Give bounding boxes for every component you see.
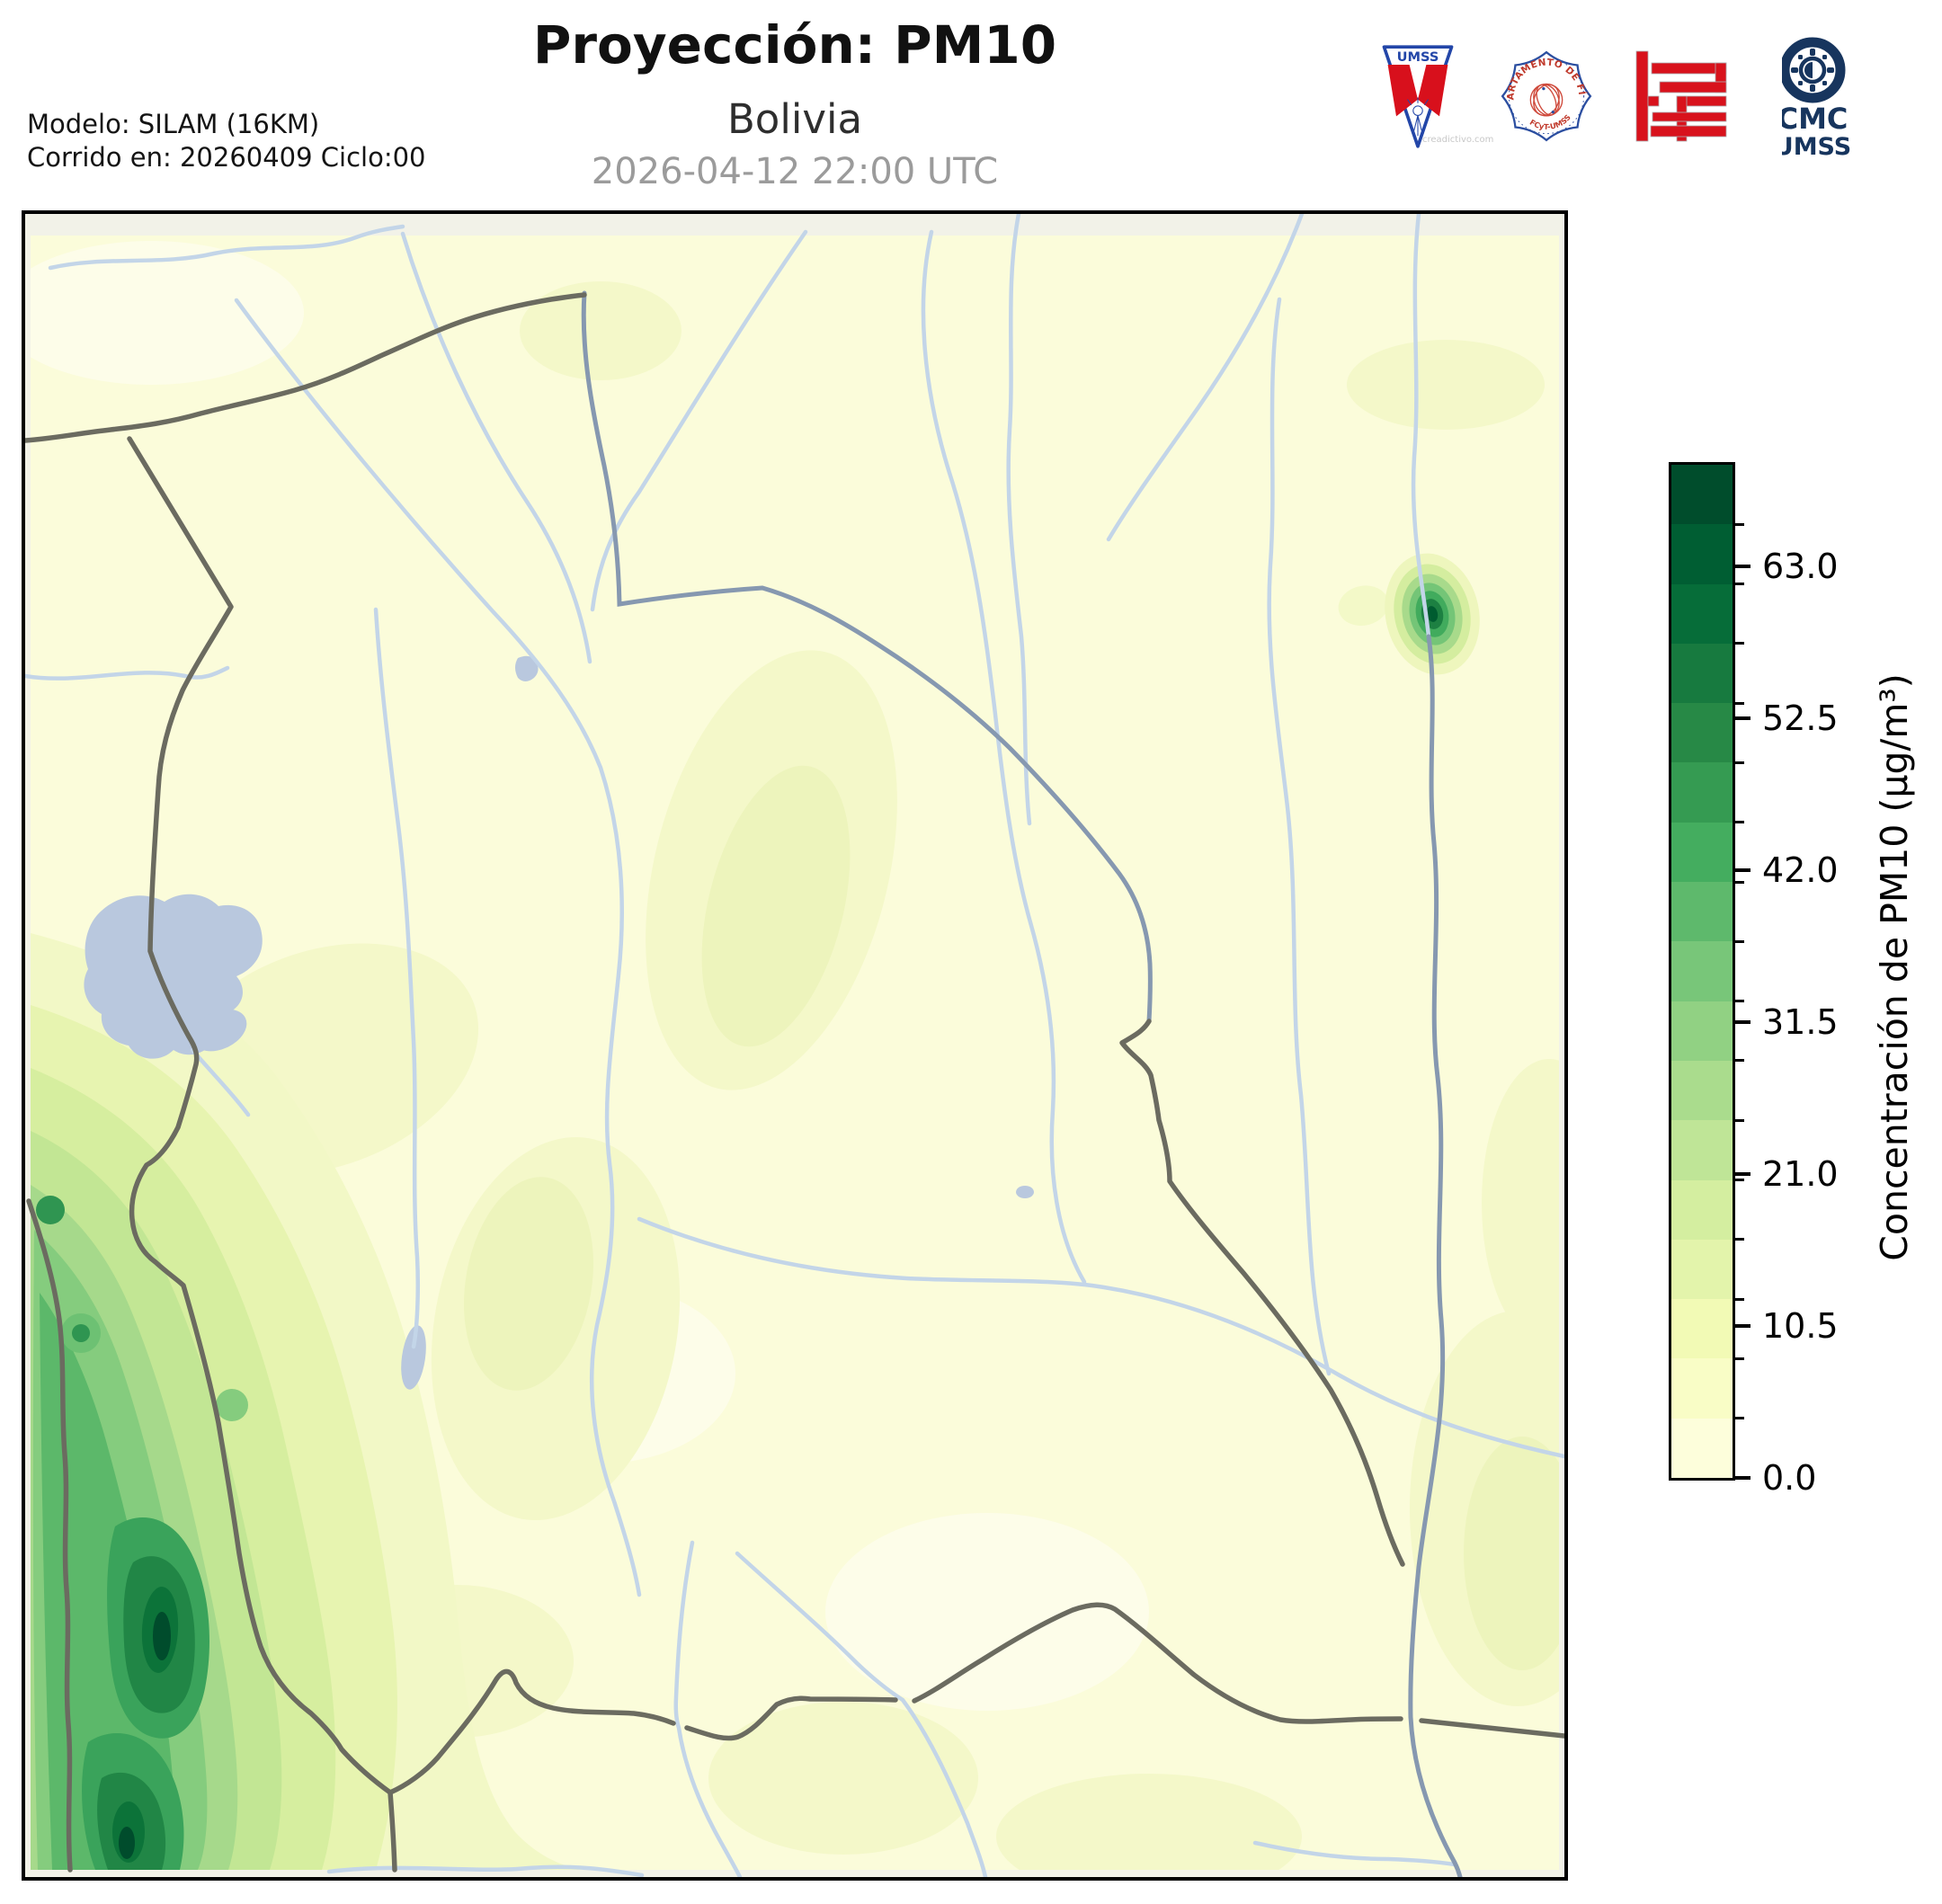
seal-dot-icon xyxy=(1551,111,1554,114)
colorbar-major-tick xyxy=(1735,1171,1750,1176)
colorbar-tick-label: 0.0 xyxy=(1762,1458,1817,1498)
colorbar-minor-tick xyxy=(1735,1238,1744,1241)
colorbar-minor-tick xyxy=(1735,1000,1744,1003)
fcyt-red-logo xyxy=(1635,50,1727,142)
model-info: Modelo: SILAM (16KM) Corrido en: 2026040… xyxy=(27,108,426,174)
colorbar-tick-label: 52.5 xyxy=(1762,698,1839,738)
colorbar-major-tick xyxy=(1735,716,1750,720)
colorbar-minor-tick xyxy=(1735,761,1744,764)
cmc-text: CMC xyxy=(1782,102,1848,136)
legend-colorbar xyxy=(1669,462,1735,1481)
colorbar-tick-label: 63.0 xyxy=(1762,546,1839,586)
colorbar-segment xyxy=(1671,822,1733,883)
colorbar-tick-label: 10.5 xyxy=(1762,1305,1839,1346)
colorbar-ticks: 63.0 52.5 42.0 31.5 21.0 10.5 0.0 xyxy=(1735,465,1942,1498)
pennant-text: UMSS xyxy=(1397,49,1439,65)
colorbar-minor-tick xyxy=(1735,939,1744,943)
colorbar-minor-tick xyxy=(1735,583,1744,586)
fcyt-red-bars-icon xyxy=(1635,50,1727,142)
colorbar-major-tick xyxy=(1735,1476,1750,1480)
cmc-umss-logo: CMC UMSS xyxy=(1782,37,1851,161)
colorbar-segment xyxy=(1671,1239,1733,1300)
lakes xyxy=(84,655,1034,1390)
colorbar-segment xyxy=(1671,941,1733,1001)
colorbar-major-tick xyxy=(1735,1323,1750,1328)
colorbar-major-tick xyxy=(1735,564,1750,568)
seal-sphere-icon xyxy=(1529,83,1563,117)
colorbar-axis-label: Concentración de PM10 (µg/m³) xyxy=(1873,673,1916,1261)
colorbar-segment xyxy=(1671,583,1733,644)
colorbar-segment xyxy=(1671,643,1733,704)
main-rivers xyxy=(581,290,1463,1877)
colorbar-tick-label: 21.0 xyxy=(1762,1153,1839,1194)
colorbar-minor-tick xyxy=(1735,522,1744,526)
rivers xyxy=(25,214,1564,1877)
colorbar-segments xyxy=(1671,465,1733,1479)
pm10-concentration-field xyxy=(31,236,1559,1870)
colorbar-minor-tick xyxy=(1735,1357,1744,1360)
pennant-emblem-icon xyxy=(1407,97,1429,137)
colorbar-major-tick xyxy=(1735,867,1750,872)
colorbar-major-tick xyxy=(1735,1019,1750,1024)
cmc-sun-icon xyxy=(1791,49,1834,92)
colorbar-segment xyxy=(1671,1299,1733,1359)
colorbar-minor-tick xyxy=(1735,1059,1744,1063)
colorbar-tick-label: 42.0 xyxy=(1762,850,1839,890)
page-subtitle: Bolivia xyxy=(726,95,863,143)
colorbar-segment xyxy=(1671,882,1733,942)
colorbar-segment xyxy=(1671,1120,1733,1180)
colorbar-minor-tick xyxy=(1735,1417,1744,1420)
colorbar-segment xyxy=(1671,524,1733,584)
forecast-datetime: 2026-04-12 22:00 UTC xyxy=(591,151,999,192)
colorbar-minor-tick xyxy=(1735,1179,1744,1182)
colorbar-tick-label: 31.5 xyxy=(1762,1001,1839,1042)
colorbar-minor-tick xyxy=(1735,1297,1744,1301)
colorbar-segment xyxy=(1671,1179,1733,1240)
colorbar-minor-tick xyxy=(1735,1118,1744,1122)
colorbar-segment xyxy=(1671,1358,1733,1419)
colorbar-minor-tick xyxy=(1735,880,1744,884)
model-name: Modelo: SILAM (16KM) xyxy=(27,109,320,139)
page-title: Proyección: PM10 xyxy=(532,14,1057,76)
model-run: Corrido en: 20260409 Ciclo:00 xyxy=(27,142,426,173)
colorbar-segment xyxy=(1671,1418,1733,1479)
watermark-text: creadictivo.com xyxy=(1422,135,1494,145)
cmc-umss-text: UMSS xyxy=(1782,133,1851,161)
colorbar-segment xyxy=(1671,1001,1733,1061)
colorbar-minor-tick xyxy=(1735,701,1744,705)
physics-department-seal: DEPARTAMENTO DE FÍSICA FCyT-UMSS xyxy=(1500,43,1592,142)
umss-pennant-logo: UMSS xyxy=(1382,45,1454,148)
colorbar-segment xyxy=(1671,762,1733,823)
colorbar-segment xyxy=(1671,465,1733,525)
colorbar-minor-tick xyxy=(1735,821,1744,824)
seal-dot-icon xyxy=(1542,87,1546,91)
map-frame xyxy=(22,210,1568,1881)
seal-dotted-ring-icon xyxy=(1508,58,1585,135)
seal-wavy-border-icon xyxy=(1501,50,1592,142)
colorbar-segment xyxy=(1671,703,1733,763)
colorbar-minor-tick xyxy=(1735,642,1744,645)
map-canvas xyxy=(25,214,1564,1877)
colorbar-segment xyxy=(1671,1060,1733,1121)
country-borders xyxy=(25,292,1564,1873)
